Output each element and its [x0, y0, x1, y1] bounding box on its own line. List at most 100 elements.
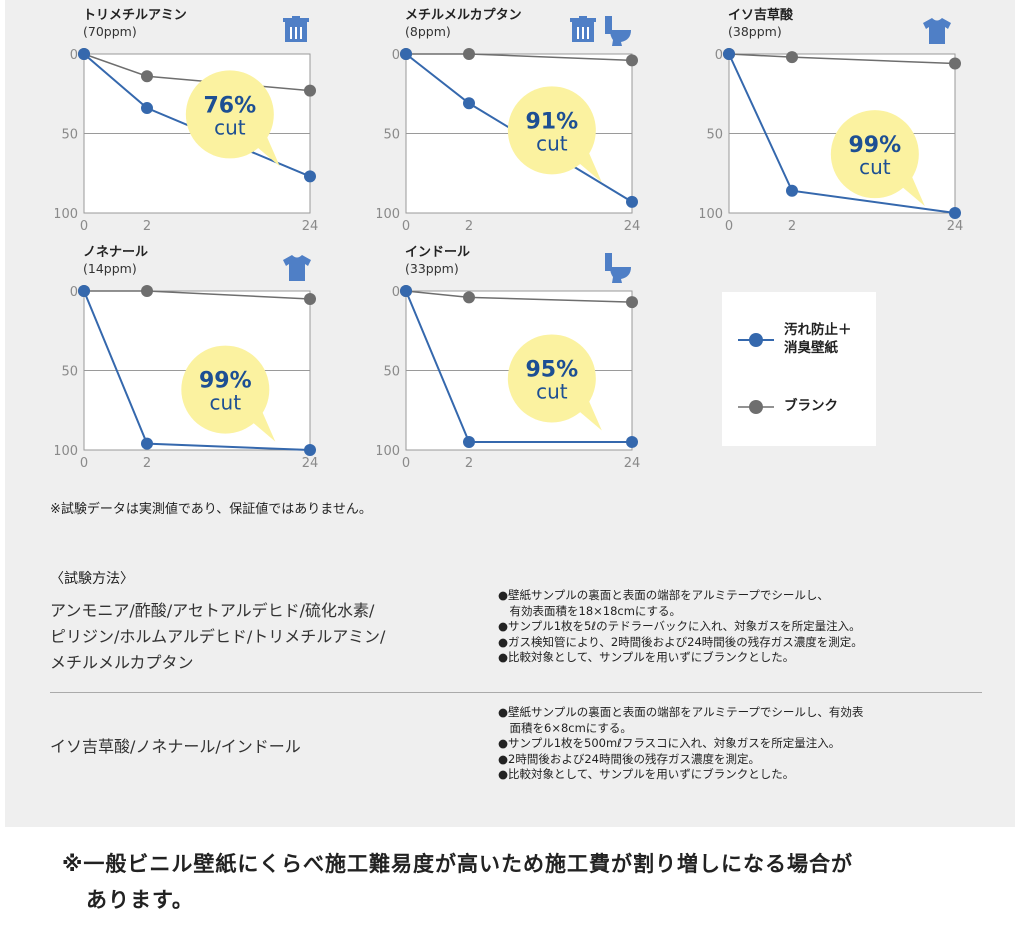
cut-percent: 99% — [849, 133, 902, 158]
x-tick-label: 2 — [465, 456, 473, 471]
chart-title: ノネナール — [83, 245, 149, 260]
series-treated-point — [626, 195, 638, 208]
y-tick-label: 0 — [70, 285, 78, 300]
x-tick-label: 0 — [402, 219, 410, 234]
chart-subtitle: (14ppm) — [83, 261, 137, 276]
legend-treated-marker — [738, 333, 774, 347]
series-blank-point — [626, 54, 638, 67]
y-tick-label: 100 — [55, 444, 78, 459]
y-tick-label: 0 — [392, 285, 400, 300]
chart-isovaleric-acid: 0 50 100 0 2 24 99% cut イソ吉草酸 (38ppm) — [700, 0, 1000, 240]
cut-label: cut — [536, 131, 568, 155]
disclaimer-line-2: あります。 — [86, 888, 194, 912]
cut-label: cut — [214, 115, 246, 139]
series-blank-point — [463, 48, 475, 60]
cut-bubble: 95%cut — [507, 334, 602, 431]
series-blank-point — [304, 84, 316, 97]
x-tick-label: 24 — [947, 219, 964, 234]
series-treated-point — [304, 170, 316, 183]
chart-subtitle: (38ppm) — [728, 24, 782, 39]
gas-line: メチルメルカプタン — [50, 653, 194, 672]
cut-bubble: 99%cut — [830, 110, 925, 207]
series-treated-point — [141, 437, 153, 450]
series-blank-point — [304, 292, 316, 305]
step-line: ●サンプル1枚を5ℓのテドラーバックに入れ、対象ガスを所定量注入。 — [498, 619, 861, 633]
series-blank-point — [141, 285, 153, 297]
x-tick-label: 2 — [143, 219, 151, 234]
cut-percent: 76% — [204, 93, 257, 118]
method-divider — [50, 692, 982, 693]
legend-treated-label-1: 汚れ防止＋ — [784, 322, 852, 338]
series-treated-point — [400, 48, 412, 60]
y-tick-label: 50 — [383, 365, 400, 380]
cut-label: cut — [859, 155, 891, 179]
series-treated-point — [463, 436, 475, 449]
legend-blank-label: ブランク — [784, 398, 838, 414]
y-tick-label: 50 — [706, 128, 723, 143]
chart-subtitle: (33ppm) — [405, 261, 459, 276]
chart-title: イソ吉草酸 — [728, 8, 794, 23]
series-treated-point — [78, 285, 90, 297]
bubble-tail — [575, 398, 602, 431]
series-treated-point — [400, 285, 412, 297]
gas-line: アンモニア/酢酸/アセトアルデヒド/硫化水素/ — [50, 601, 375, 620]
chart-nonenal: 0 50 100 0 2 24 99% cut ノネナール (14ppm) — [55, 237, 355, 477]
cut-percent: 95% — [526, 357, 579, 382]
series-treated-point — [949, 207, 961, 219]
gas-line: イソ吉草酸/ノネナール/インドール — [50, 737, 301, 756]
x-tick-label: 0 — [80, 219, 88, 234]
y-tick-label: 100 — [377, 207, 400, 222]
series-blank-point — [786, 51, 798, 64]
step-line: ●比較対象として、サンプルを用いずにブランクとした。 — [498, 767, 795, 781]
y-tick-label: 50 — [383, 128, 400, 143]
x-tick-label: 0 — [725, 219, 733, 234]
y-tick-label: 50 — [61, 365, 78, 380]
y-tick-label: 0 — [392, 48, 400, 63]
step-line: 面積を6×8cmにする。 — [498, 720, 632, 735]
x-tick-label: 2 — [143, 456, 151, 471]
step-line: ●比較対象として、サンプルを用いずにブランクとした。 — [498, 650, 795, 664]
series-treated-point — [626, 436, 638, 449]
step-line: ●2時間後および24時間後の残存ガス濃度を測定。 — [498, 751, 760, 766]
gas-line: ピリジン/ホルムアルデヒド/トリメチルアミン/ — [50, 627, 386, 646]
chart-subtitle: (8ppm) — [405, 24, 451, 39]
trash-bin-icon — [570, 16, 596, 42]
y-tick-label: 100 — [377, 444, 400, 459]
toilet-icon — [605, 16, 631, 46]
series-treated-point — [723, 48, 735, 60]
cut-percent: 91% — [526, 109, 579, 134]
y-tick-label: 100 — [700, 207, 723, 222]
step-line: 有効表面積を18×18cmにする。 — [498, 603, 682, 618]
cut-bubble: 76%cut — [185, 70, 280, 167]
tshirt-icon — [923, 18, 951, 44]
x-tick-label: 24 — [624, 456, 641, 471]
legend-treated-label-2: 消臭壁紙 — [784, 340, 838, 356]
disclaimer-line-1: ※一般ビニル壁紙にくらべ施工難易度が高いため施工費が割り増しになる場合が — [62, 852, 853, 876]
chart-title: メチルメルカプタン — [405, 8, 522, 23]
step-line: ●壁紙サンプルの裏面と表面の端部をアルミテープでシールし、 — [498, 588, 829, 602]
series-treated-point — [304, 444, 316, 456]
bubble-circle — [507, 334, 596, 423]
chart-subtitle: (70ppm) — [83, 24, 137, 39]
bubble-tail — [253, 134, 280, 167]
chart-legend: 汚れ防止＋ 消臭壁紙 ブランク — [722, 292, 876, 446]
step-line: ●サンプル1枚を500mℓフラスコに入れ、対象ガスを所定量注入。 — [498, 736, 841, 750]
method-gases-1: アンモニア/酢酸/アセトアルデヒド/硫化水素/ ピリジン/ホルムアルデヒド/トリ… — [50, 598, 385, 676]
cut-bubble: 91%cut — [507, 86, 602, 183]
y-tick-label: 50 — [61, 128, 78, 143]
method-heading: 〈試験方法〉 — [50, 571, 134, 587]
x-tick-label: 0 — [402, 456, 410, 471]
cut-label: cut — [536, 379, 568, 403]
bubble-tail — [249, 409, 276, 442]
method-steps-2: ●壁紙サンプルの裏面と表面の端部をアルミテープでシールし、有効表 面積を6×8c… — [498, 705, 863, 783]
bubble-circle — [185, 70, 274, 159]
series-blank-point — [141, 70, 153, 83]
step-line: ●壁紙サンプルの裏面と表面の端部をアルミテープでシールし、有効表 — [498, 705, 864, 719]
series-treated-point — [463, 97, 475, 110]
x-tick-label: 24 — [302, 219, 319, 234]
series-blank-point — [626, 296, 638, 309]
